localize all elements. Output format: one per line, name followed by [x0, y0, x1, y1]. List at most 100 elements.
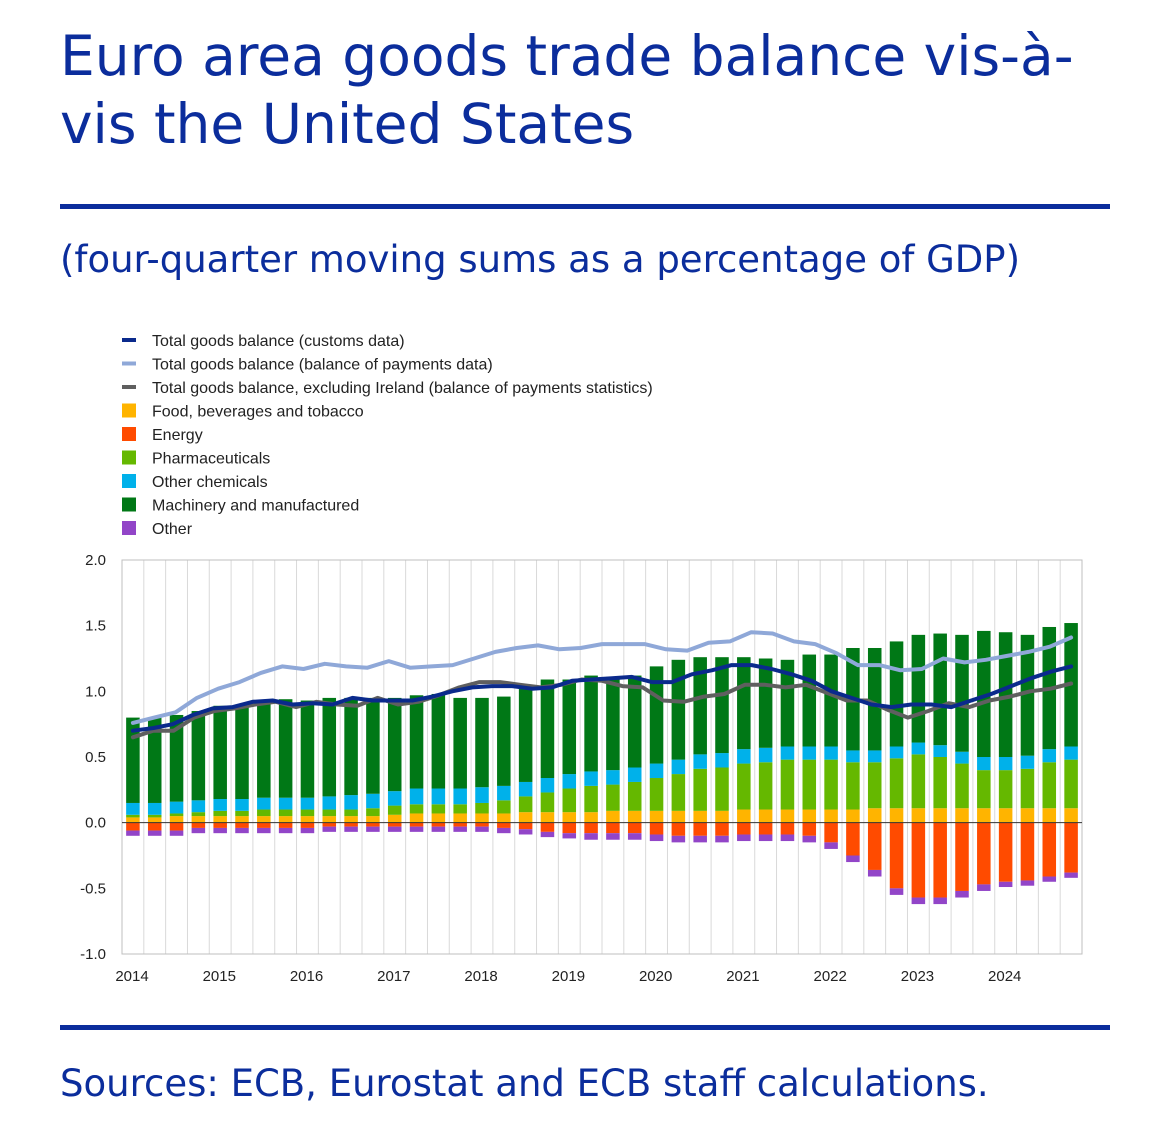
bar-machinery-and-manufactured — [998, 632, 1013, 757]
bar-other-chemicals — [126, 802, 140, 815]
bar-other — [540, 831, 555, 838]
bar-food-beverages-and-tobacco — [169, 816, 184, 823]
bar-other-chemicals — [409, 788, 424, 805]
legend-label-pharmaceuticals: Pharmaceuticals — [152, 451, 270, 468]
bar-other — [409, 826, 424, 832]
bar-machinery-and-manufactured — [606, 676, 620, 771]
bar-food-beverages-and-tobacco — [409, 813, 424, 823]
bar-energy — [846, 822, 860, 856]
bar-energy — [977, 822, 991, 885]
bar-energy — [475, 822, 489, 827]
bar-energy — [518, 822, 533, 830]
bar-pharmaceuticals — [518, 796, 533, 813]
bar-food-beverages-and-tobacco — [846, 809, 860, 823]
bar-machinery-and-manufactured — [169, 714, 184, 802]
bar-food-beverages-and-tobacco — [649, 810, 664, 823]
bar-energy — [1064, 822, 1078, 873]
bar-pharmaceuticals — [824, 759, 838, 810]
chart-legend: Total goods balance (customs data) Total … — [122, 333, 653, 538]
bar-other — [235, 827, 249, 834]
bar-food-beverages-and-tobacco — [955, 808, 969, 823]
legend-swatch-total-goods-balance-customs-data — [122, 338, 136, 342]
bar-food-beverages-and-tobacco — [300, 816, 315, 823]
bar-machinery-and-manufactured — [867, 647, 882, 751]
y-tick-label: 0.5 — [85, 749, 106, 766]
trade-balance-chart: Total goods balance (customs data) Total … — [80, 333, 1083, 985]
bar-other-chemicals — [562, 774, 577, 789]
bar-other — [497, 827, 511, 834]
line-total-goods-balance-customs-data — [130, 663, 1074, 733]
legend-label-other: Other — [152, 521, 193, 538]
bar-other-chemicals — [889, 746, 904, 759]
bar-other-chemicals — [191, 800, 206, 813]
bar-other-chemicals — [780, 746, 795, 760]
bar-machinery-and-manufactured — [933, 633, 947, 746]
bar-other-chemicals — [1020, 755, 1035, 769]
bar-food-beverages-and-tobacco — [191, 816, 206, 823]
bar-pharmaceuticals — [802, 759, 817, 810]
bar-other-chemicals — [387, 791, 402, 806]
bar-other — [147, 830, 162, 836]
bar-machinery-and-manufactured — [278, 699, 293, 798]
bar-machinery-and-manufactured — [453, 697, 467, 789]
bar-pharmaceuticals — [126, 814, 140, 818]
y-tick-label: -1.0 — [80, 946, 106, 963]
bar-machinery-and-manufactured — [518, 686, 533, 782]
bar-pharmaceuticals — [497, 800, 511, 814]
bar-energy — [584, 822, 598, 834]
y-tick-label: -0.5 — [80, 880, 106, 897]
bar-other — [671, 835, 686, 843]
bar-food-beverages-and-tobacco — [889, 808, 904, 823]
bar-pharmaceuticals — [409, 804, 424, 814]
bar-machinery-and-manufactured — [497, 696, 511, 786]
bar-other-chemicals — [257, 797, 271, 810]
bar-energy — [867, 822, 882, 870]
bar-other — [977, 884, 991, 891]
bar-energy — [737, 822, 751, 835]
legend-swatch-machinery-and-manufactured — [122, 497, 136, 512]
bar-other — [758, 834, 773, 842]
page-title: Euro area goods trade balance vis-à-vis … — [60, 24, 1074, 156]
bar-other — [1064, 872, 1078, 878]
bar-other-chemicals — [147, 802, 162, 815]
bar-energy — [649, 822, 664, 835]
y-tick-label: 0.0 — [85, 815, 106, 832]
legend-label-food-beverages-and-tobacco: Food, beverages and tobacco — [152, 404, 364, 421]
bar-food-beverages-and-tobacco — [1064, 808, 1078, 823]
bar-machinery-and-manufactured — [1020, 634, 1035, 756]
bar-pharmaceuticals — [606, 784, 620, 811]
bar-other-chemicals — [846, 750, 860, 763]
bar-energy — [126, 822, 140, 831]
bar-energy — [824, 822, 838, 843]
bar-other-chemicals — [911, 742, 926, 755]
bar-pharmaceuticals — [911, 754, 926, 809]
bar-machinery-and-manufactured — [147, 717, 162, 803]
bar-food-beverages-and-tobacco — [431, 813, 446, 823]
bar-machinery-and-manufactured — [366, 697, 380, 794]
bar-other — [191, 827, 206, 834]
bar-machinery-and-manufactured — [344, 697, 358, 796]
bar-energy — [409, 822, 424, 827]
bar-energy — [562, 822, 577, 834]
bar-other — [802, 835, 817, 843]
bar-energy — [169, 822, 184, 831]
bar-pharmaceuticals — [300, 809, 315, 817]
bar-food-beverages-and-tobacco — [933, 808, 947, 823]
bar-pharmaceuticals — [846, 762, 860, 810]
bar-other — [278, 827, 293, 834]
x-tick-label: 2019 — [552, 968, 585, 985]
bar-pharmaceuticals — [169, 813, 184, 817]
bar-machinery-and-manufactured — [889, 641, 904, 747]
bar-other — [584, 833, 598, 840]
bar-machinery-and-manufactured — [475, 697, 489, 788]
legend-label-energy: Energy — [152, 427, 203, 444]
bar-pharmaceuticals — [257, 809, 271, 817]
bar-pharmaceuticals — [366, 808, 380, 817]
bar-pharmaceuticals — [1020, 768, 1035, 809]
bar-other-chemicals — [540, 778, 555, 793]
bar-energy — [497, 822, 511, 828]
bar-food-beverages-and-tobacco — [802, 809, 817, 823]
bar-energy — [955, 822, 969, 891]
bar-other-chemicals — [278, 797, 293, 810]
bar-pharmaceuticals — [693, 768, 707, 811]
